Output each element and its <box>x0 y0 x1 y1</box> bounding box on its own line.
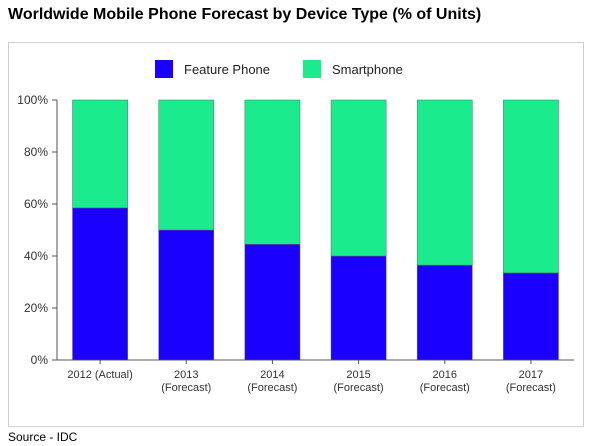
bar-feature-phone-1 <box>72 207 128 361</box>
legend-label-1: Feature Phone <box>184 62 270 77</box>
legend-swatch-1 <box>155 60 173 78</box>
x-tick-label: 2016 <box>433 369 457 381</box>
bar-smartphone-6 <box>503 99 559 274</box>
x-tick-label: 2015 <box>346 369 370 381</box>
bar-smartphone-2 <box>158 99 215 231</box>
bar-smartphone-5 <box>416 99 473 266</box>
x-tick-label: 2017 <box>519 369 543 381</box>
bar-feature-phone-5 <box>416 264 473 361</box>
x-tick-label: 2012 (Actual) <box>67 369 132 381</box>
bar-feature-phone-4 <box>330 255 387 361</box>
bar-feature-phone-6 <box>503 272 559 361</box>
y-tick-label: 0% <box>31 353 49 367</box>
x-tick-label: 2013 <box>174 369 198 381</box>
x-tick-label: (Forecast) <box>506 382 556 394</box>
stacked-bar-chart: Feature Phone Smartphone 0% 20% 40% 60% 80% 100… <box>17 60 574 394</box>
y-tick-label: 100% <box>17 93 48 107</box>
x-tick-label: (Forecast) <box>161 382 211 394</box>
bar-smartphone-1 <box>72 99 128 209</box>
x-tick-label: 2014 <box>260 369 284 381</box>
x-tick-label: (Forecast) <box>334 382 384 394</box>
y-tick-label: 80% <box>24 145 48 159</box>
legend-label-2: Smartphone <box>332 62 403 77</box>
y-tick-label: 20% <box>24 301 48 315</box>
y-tick-label: 60% <box>24 197 48 211</box>
y-tick-label: 40% <box>24 249 48 263</box>
bar-smartphone-3 <box>244 99 301 245</box>
bar-smartphone-4 <box>330 99 387 257</box>
source-note: Source - IDC <box>8 430 78 444</box>
bar-feature-phone-2 <box>158 229 215 361</box>
x-tick-label: (Forecast) <box>247 382 297 394</box>
legend-swatch-2 <box>303 60 321 78</box>
chart-title: Worldwide Mobile Phone Forecast by Devic… <box>8 6 482 23</box>
x-tick-label: (Forecast) <box>420 382 470 394</box>
bar-feature-phone-3 <box>244 244 301 361</box>
